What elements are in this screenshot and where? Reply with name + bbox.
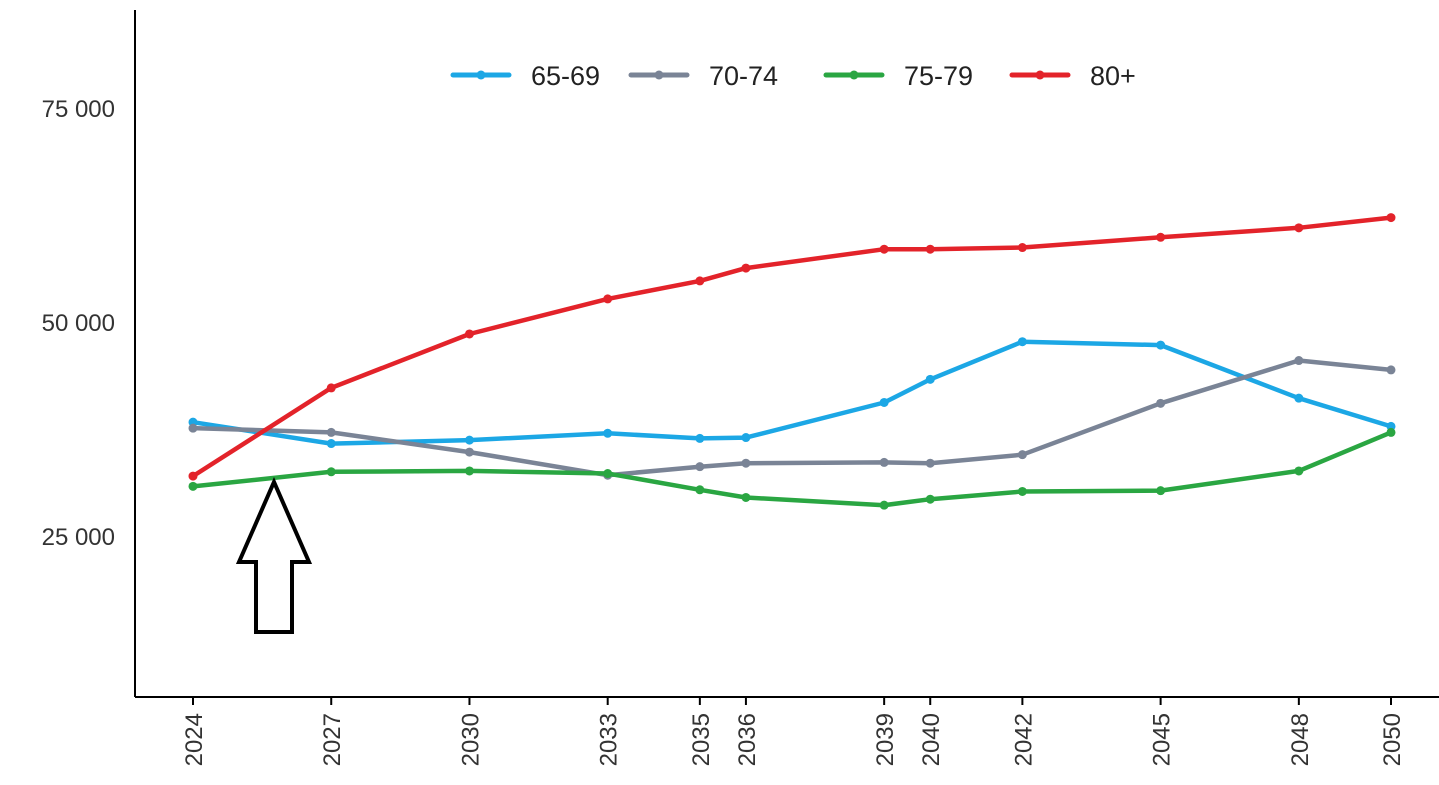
series-line bbox=[190, 430, 1394, 508]
data-point bbox=[695, 485, 705, 495]
data-point bbox=[464, 466, 474, 476]
data-point bbox=[695, 276, 705, 286]
x-tick-label: 2024 bbox=[181, 713, 208, 766]
data-point bbox=[188, 481, 198, 491]
series-65-69 bbox=[188, 337, 1396, 449]
x-tick-label: 2039 bbox=[872, 713, 899, 766]
y-tick-label: 50 000 bbox=[42, 310, 115, 337]
data-point bbox=[1156, 486, 1166, 496]
data-point bbox=[1386, 213, 1396, 223]
series-70-74 bbox=[188, 356, 1396, 480]
x-tick-label: 2027 bbox=[319, 713, 346, 766]
data-point bbox=[603, 469, 613, 479]
data-point bbox=[1156, 398, 1166, 408]
series-75-79 bbox=[188, 427, 1396, 510]
data-point bbox=[326, 467, 336, 477]
x-tick-label: 2050 bbox=[1379, 713, 1406, 766]
x-tick-label: 2033 bbox=[596, 713, 623, 766]
data-point bbox=[925, 244, 935, 254]
series-line bbox=[190, 358, 1394, 478]
data-point bbox=[925, 494, 935, 504]
data-point bbox=[741, 458, 751, 468]
data-point bbox=[741, 433, 751, 443]
data-point bbox=[695, 462, 705, 472]
legend-marker bbox=[476, 70, 486, 80]
data-point bbox=[464, 329, 474, 339]
data-point bbox=[879, 457, 889, 467]
data-point bbox=[1294, 223, 1304, 233]
data-point bbox=[1156, 340, 1166, 350]
legend: 65-69 70-74 75-79 80+ bbox=[450, 61, 1136, 91]
legend-marker bbox=[849, 70, 859, 80]
legend-marker bbox=[654, 70, 664, 80]
y-tick-label: 75 000 bbox=[42, 96, 115, 123]
data-point bbox=[464, 447, 474, 457]
data-point bbox=[1017, 450, 1027, 460]
series-80+ bbox=[188, 213, 1396, 481]
x-tick-label: 2035 bbox=[688, 713, 715, 766]
data-point bbox=[925, 458, 935, 468]
legend-label: 65-69 bbox=[531, 61, 600, 91]
x-tick-label: 2040 bbox=[918, 713, 945, 766]
x-tick-label: 2030 bbox=[457, 713, 484, 766]
legend-item: 80+ bbox=[1009, 61, 1136, 91]
data-point bbox=[879, 397, 889, 407]
data-point bbox=[603, 294, 613, 304]
x-tick-label: 2042 bbox=[1010, 713, 1037, 766]
data-point bbox=[603, 428, 613, 438]
data-point bbox=[1294, 393, 1304, 403]
data-point bbox=[695, 433, 705, 443]
data-point bbox=[1294, 466, 1304, 476]
x-tick-label: 2036 bbox=[734, 713, 761, 766]
data-point bbox=[879, 244, 889, 254]
data-point bbox=[1156, 232, 1166, 242]
data-point bbox=[879, 500, 889, 510]
data-point bbox=[326, 383, 336, 393]
legend-label: 70-74 bbox=[709, 61, 778, 91]
data-point bbox=[188, 423, 198, 433]
x-tick-label: 2048 bbox=[1287, 713, 1314, 766]
data-point bbox=[1017, 337, 1027, 347]
data-point bbox=[1386, 365, 1396, 375]
data-point bbox=[741, 263, 751, 273]
series-line bbox=[190, 339, 1394, 446]
data-point bbox=[464, 435, 474, 445]
data-point bbox=[1017, 243, 1027, 253]
data-point bbox=[326, 427, 336, 437]
legend-item: 65-69 bbox=[450, 61, 600, 91]
data-point bbox=[741, 492, 751, 502]
axes bbox=[134, 10, 1439, 698]
data-point bbox=[1017, 486, 1027, 496]
up-arrow-annotation bbox=[235, 477, 313, 634]
legend-label: 75-79 bbox=[904, 61, 973, 91]
data-point bbox=[188, 471, 198, 481]
x-axis-ticks: 2024 2027 2030 2033 2035 2036 2039 2040 2042 2045… bbox=[181, 697, 1406, 766]
data-point bbox=[326, 439, 336, 449]
y-axis-ticks: 25 000 50 000 75 000 bbox=[42, 96, 115, 551]
series-lines bbox=[188, 213, 1396, 510]
data-point bbox=[1386, 427, 1396, 437]
legend-label: 80+ bbox=[1090, 61, 1136, 91]
y-tick-label: 25 000 bbox=[42, 524, 115, 551]
legend-marker bbox=[1035, 70, 1045, 80]
legend-item: 75-79 bbox=[823, 61, 973, 91]
series-line bbox=[190, 215, 1394, 479]
data-point bbox=[1294, 356, 1304, 366]
legend-item: 70-74 bbox=[628, 61, 778, 91]
data-point bbox=[925, 374, 935, 384]
x-tick-label: 2045 bbox=[1149, 713, 1176, 766]
